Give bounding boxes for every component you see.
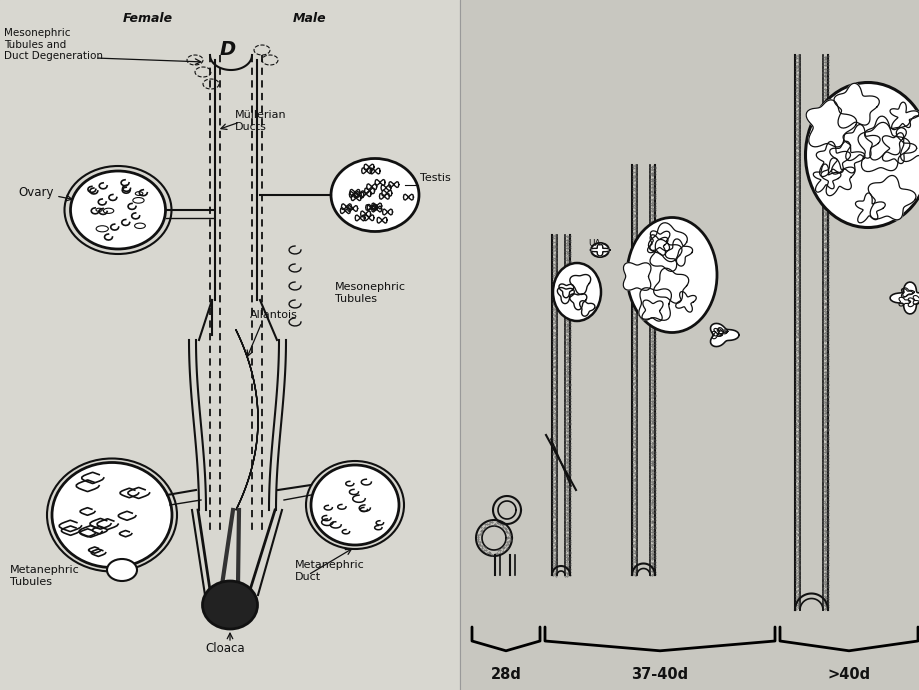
Text: Male: Male [293,12,326,25]
Polygon shape [675,292,696,312]
Text: D: D [220,40,236,59]
Ellipse shape [52,462,172,567]
Polygon shape [569,294,586,310]
Polygon shape [559,284,573,298]
Ellipse shape [805,83,919,228]
Ellipse shape [552,263,600,321]
Polygon shape [236,330,257,510]
Polygon shape [805,100,856,147]
Polygon shape [650,239,681,271]
Polygon shape [864,116,905,160]
Polygon shape [652,268,688,304]
Ellipse shape [71,171,165,249]
Polygon shape [829,141,864,174]
Polygon shape [557,288,573,304]
Polygon shape [881,132,915,164]
Polygon shape [647,235,667,255]
Text: Müllerian
Ducts: Müllerian Ducts [234,110,287,132]
Polygon shape [868,175,915,220]
Polygon shape [815,141,849,177]
Polygon shape [889,102,918,130]
Text: Mesonephric
Tubules and
Duct Degeneration: Mesonephric Tubules and Duct Degeneratio… [4,28,103,61]
Polygon shape [641,300,663,321]
Polygon shape [590,244,609,256]
Polygon shape [648,223,686,262]
Ellipse shape [590,243,608,257]
Ellipse shape [331,159,418,232]
Ellipse shape [107,559,137,581]
Ellipse shape [311,465,399,545]
Text: Ovary: Ovary [18,186,53,199]
Text: Allantois: Allantois [250,310,298,320]
Polygon shape [855,193,884,223]
Polygon shape [622,263,651,290]
Polygon shape [579,301,595,316]
Ellipse shape [202,581,257,629]
Polygon shape [834,83,879,128]
Text: Cloaca: Cloaca [205,642,244,655]
Text: Mesonephric
Tubules: Mesonephric Tubules [335,282,405,304]
Polygon shape [857,122,909,172]
Polygon shape [638,288,671,320]
Polygon shape [842,124,879,161]
Text: >40d: >40d [826,667,869,682]
Polygon shape [812,164,840,192]
Bar [460,0,919,690]
Text: Female: Female [123,12,173,25]
Bar [0,0,460,690]
Polygon shape [569,275,590,295]
Text: 28d: 28d [490,667,521,682]
Text: Metanephric
Tubules: Metanephric Tubules [10,565,80,586]
Text: UA: UA [588,239,601,248]
Text: 37-40d: 37-40d [630,667,687,682]
Polygon shape [895,116,919,161]
Text: Testis: Testis [420,173,450,183]
Ellipse shape [627,217,716,333]
Polygon shape [649,231,669,250]
Polygon shape [890,282,919,314]
Text: Metanephric
Duct: Metanephric Duct [295,560,364,582]
Polygon shape [664,239,692,266]
Polygon shape [709,324,738,346]
Polygon shape [820,158,854,196]
